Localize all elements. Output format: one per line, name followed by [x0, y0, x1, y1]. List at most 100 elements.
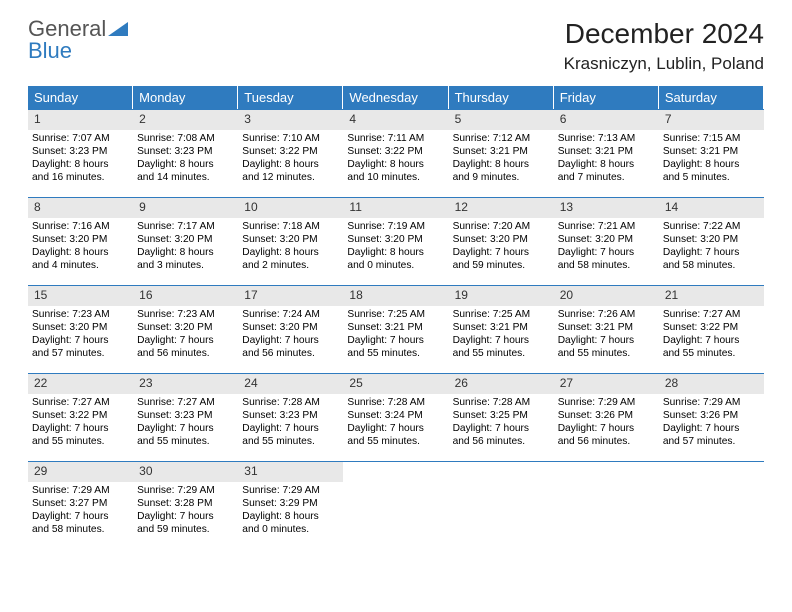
day-number: 11 [343, 198, 448, 218]
sunset-line: Sunset: 3:20 PM [137, 233, 234, 246]
day-number: 28 [659, 374, 764, 394]
daylight-line: Daylight: 8 hours [32, 246, 129, 259]
daylight-line: Daylight: 7 hours [137, 334, 234, 347]
day-number: 29 [28, 462, 133, 482]
daylight-line: Daylight: 8 hours [137, 158, 234, 171]
sunset-line: Sunset: 3:23 PM [137, 145, 234, 158]
daylight-line: Daylight: 7 hours [242, 334, 339, 347]
daylight-line-2: and 7 minutes. [558, 171, 655, 184]
sunrise-line: Sunrise: 7:15 AM [663, 132, 760, 145]
daylight-line-2: and 55 minutes. [663, 347, 760, 360]
dow-header: Saturday [659, 86, 764, 109]
day-number: 5 [449, 110, 554, 130]
daylight-line: Daylight: 7 hours [663, 422, 760, 435]
day-number: 31 [238, 462, 343, 482]
daylight-line: Daylight: 7 hours [453, 246, 550, 259]
daylight-line-2: and 55 minutes. [242, 435, 339, 448]
sunset-line: Sunset: 3:20 PM [32, 321, 129, 334]
day-number: 12 [449, 198, 554, 218]
day-number: 22 [28, 374, 133, 394]
calendar-cell: 26Sunrise: 7:28 AMSunset: 3:25 PMDayligh… [449, 373, 554, 461]
daylight-line: Daylight: 7 hours [347, 422, 444, 435]
sunrise-line: Sunrise: 7:25 AM [453, 308, 550, 321]
calendar-cell: 2Sunrise: 7:08 AMSunset: 3:23 PMDaylight… [133, 109, 238, 197]
daylight-line-2: and 2 minutes. [242, 259, 339, 272]
daylight-line-2: and 9 minutes. [453, 171, 550, 184]
sunrise-line: Sunrise: 7:27 AM [137, 396, 234, 409]
daylight-line: Daylight: 7 hours [663, 246, 760, 259]
daylight-line-2: and 55 minutes. [347, 347, 444, 360]
daylight-line-2: and 12 minutes. [242, 171, 339, 184]
calendar-cell-empty [449, 461, 554, 549]
sunset-line: Sunset: 3:22 PM [242, 145, 339, 158]
daylight-line: Daylight: 7 hours [32, 334, 129, 347]
sunrise-line: Sunrise: 7:28 AM [453, 396, 550, 409]
daylight-line-2: and 55 minutes. [558, 347, 655, 360]
daylight-line-2: and 55 minutes. [453, 347, 550, 360]
daylight-line-2: and 57 minutes. [32, 347, 129, 360]
daylight-line-2: and 59 minutes. [137, 523, 234, 536]
sunset-line: Sunset: 3:20 PM [137, 321, 234, 334]
day-number: 6 [554, 110, 659, 130]
sunrise-line: Sunrise: 7:29 AM [137, 484, 234, 497]
daylight-line: Daylight: 8 hours [347, 158, 444, 171]
sunrise-line: Sunrise: 7:28 AM [242, 396, 339, 409]
sunset-line: Sunset: 3:22 PM [32, 409, 129, 422]
calendar-cell: 22Sunrise: 7:27 AMSunset: 3:22 PMDayligh… [28, 373, 133, 461]
daylight-line: Daylight: 7 hours [558, 422, 655, 435]
sunset-line: Sunset: 3:21 PM [663, 145, 760, 158]
sunset-line: Sunset: 3:20 PM [453, 233, 550, 246]
sunrise-line: Sunrise: 7:27 AM [663, 308, 760, 321]
daylight-line-2: and 55 minutes. [32, 435, 129, 448]
day-number: 27 [554, 374, 659, 394]
sunset-line: Sunset: 3:20 PM [32, 233, 129, 246]
daylight-line: Daylight: 7 hours [558, 246, 655, 259]
daylight-line-2: and 56 minutes. [558, 435, 655, 448]
page-title: December 2024 [564, 18, 764, 50]
sunset-line: Sunset: 3:23 PM [242, 409, 339, 422]
sunrise-line: Sunrise: 7:27 AM [32, 396, 129, 409]
sunset-line: Sunset: 3:24 PM [347, 409, 444, 422]
sunrise-line: Sunrise: 7:11 AM [347, 132, 444, 145]
day-number: 23 [133, 374, 238, 394]
sunrise-line: Sunrise: 7:29 AM [663, 396, 760, 409]
daylight-line-2: and 58 minutes. [558, 259, 655, 272]
daylight-line-2: and 58 minutes. [663, 259, 760, 272]
sunrise-line: Sunrise: 7:13 AM [558, 132, 655, 145]
daylight-line-2: and 57 minutes. [663, 435, 760, 448]
daylight-line-2: and 5 minutes. [663, 171, 760, 184]
day-number: 19 [449, 286, 554, 306]
sunset-line: Sunset: 3:20 PM [663, 233, 760, 246]
daylight-line-2: and 0 minutes. [347, 259, 444, 272]
sunrise-line: Sunrise: 7:29 AM [32, 484, 129, 497]
calendar-cell-empty [554, 461, 659, 549]
daylight-line: Daylight: 7 hours [347, 334, 444, 347]
dow-header: Sunday [28, 86, 133, 109]
daylight-line-2: and 3 minutes. [137, 259, 234, 272]
sunrise-line: Sunrise: 7:22 AM [663, 220, 760, 233]
day-number: 17 [238, 286, 343, 306]
day-number: 8 [28, 198, 133, 218]
day-number: 14 [659, 198, 764, 218]
calendar-cell: 4Sunrise: 7:11 AMSunset: 3:22 PMDaylight… [343, 109, 448, 197]
calendar-cell-empty [343, 461, 448, 549]
sunset-line: Sunset: 3:22 PM [347, 145, 444, 158]
calendar-cell: 7Sunrise: 7:15 AMSunset: 3:21 PMDaylight… [659, 109, 764, 197]
sunset-line: Sunset: 3:26 PM [663, 409, 760, 422]
day-number: 16 [133, 286, 238, 306]
sunrise-line: Sunrise: 7:29 AM [242, 484, 339, 497]
daylight-line-2: and 4 minutes. [32, 259, 129, 272]
sunset-line: Sunset: 3:21 PM [558, 321, 655, 334]
daylight-line: Daylight: 8 hours [242, 246, 339, 259]
daylight-line-2: and 14 minutes. [137, 171, 234, 184]
day-number: 21 [659, 286, 764, 306]
daylight-line-2: and 59 minutes. [453, 259, 550, 272]
daylight-line: Daylight: 7 hours [453, 422, 550, 435]
sunrise-line: Sunrise: 7:12 AM [453, 132, 550, 145]
calendar-cell: 5Sunrise: 7:12 AMSunset: 3:21 PMDaylight… [449, 109, 554, 197]
logo: General Blue [28, 18, 128, 62]
sunset-line: Sunset: 3:20 PM [558, 233, 655, 246]
sunrise-line: Sunrise: 7:26 AM [558, 308, 655, 321]
sunset-line: Sunset: 3:25 PM [453, 409, 550, 422]
day-number: 15 [28, 286, 133, 306]
